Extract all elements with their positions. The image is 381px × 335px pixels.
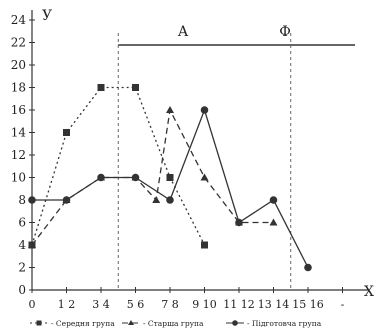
y-tick-label: 4 bbox=[18, 238, 26, 252]
data-point-square bbox=[63, 129, 70, 136]
y-tick-label: 16 bbox=[11, 103, 26, 117]
zone-label: А bbox=[178, 24, 189, 40]
x-tick-label: 9 10 bbox=[192, 298, 217, 311]
data-point-circle bbox=[28, 196, 36, 204]
y-tick-label: 18 bbox=[11, 81, 26, 95]
data-point-square bbox=[97, 84, 105, 91]
legend-label: - Підготовча група bbox=[247, 319, 322, 328]
data-point-triangle bbox=[152, 196, 161, 203]
data-point-circle bbox=[304, 263, 312, 272]
legend-item: - Старша група bbox=[122, 319, 204, 328]
x-axis-label: X bbox=[364, 284, 374, 300]
data-point-triangle bbox=[166, 106, 174, 113]
data-point-circle bbox=[97, 173, 105, 182]
legend-item: - Середня група bbox=[30, 319, 115, 328]
legend: - Середня група - Старша група - Підготовч… bbox=[30, 319, 322, 328]
data-point-circle bbox=[131, 173, 140, 182]
data-point-square bbox=[166, 174, 174, 181]
data-point-circle bbox=[235, 218, 243, 227]
x-tick-label: 0 bbox=[29, 298, 36, 311]
x-tick-label: 1 2 bbox=[58, 298, 76, 311]
x-tick-label: 13 14 bbox=[258, 298, 290, 311]
y-tick-label: 0 bbox=[18, 283, 26, 297]
data-point-triangle bbox=[200, 173, 209, 181]
x-tick-label: - bbox=[341, 298, 345, 311]
data-point-triangle bbox=[269, 218, 278, 226]
legend-label: - Старша група bbox=[143, 319, 204, 328]
data-point-triangle bbox=[28, 241, 36, 248]
series-layer bbox=[28, 84, 312, 272]
data-point-circle bbox=[62, 196, 71, 204]
y-tick-label: 22 bbox=[11, 36, 26, 50]
data-point-circle bbox=[200, 106, 209, 114]
legend-item: - Підготовча група bbox=[226, 319, 322, 328]
data-point-square bbox=[201, 241, 208, 249]
x-tick-label: 15 16 bbox=[292, 298, 324, 311]
series-line bbox=[32, 108, 309, 268]
data-point-circle bbox=[269, 196, 278, 204]
y-tick-label: 10 bbox=[11, 171, 26, 185]
series-3 bbox=[28, 106, 312, 272]
y-tick-label: 2 bbox=[18, 261, 26, 275]
y-tick-label: 14 bbox=[11, 126, 27, 140]
series-2 bbox=[28, 106, 278, 248]
legend-marker-triangle bbox=[128, 320, 134, 325]
x-tick-label: 7 8 bbox=[161, 298, 179, 311]
y-tick-label: 20 bbox=[11, 58, 26, 72]
y-tick-label: 8 bbox=[18, 193, 26, 207]
x-tick-label: 3 4 bbox=[92, 298, 110, 311]
data-point-square bbox=[132, 84, 139, 91]
series-line bbox=[31, 86, 206, 246]
data-point-circle bbox=[166, 196, 174, 204]
x-tick-label: 5 6 bbox=[127, 298, 145, 311]
y-axis-label: У bbox=[42, 8, 52, 24]
zone-label: Ф bbox=[279, 24, 291, 40]
y-tick-label: 24 bbox=[11, 13, 27, 27]
y-tick-label: 6 bbox=[18, 216, 26, 230]
x-tick-label: 11 12 bbox=[223, 298, 255, 311]
legend-marker-square bbox=[36, 320, 42, 326]
y-tick-label: 12 bbox=[11, 148, 26, 162]
legend-marker-circle bbox=[232, 320, 238, 326]
legend-label: - Середня група bbox=[51, 319, 115, 328]
